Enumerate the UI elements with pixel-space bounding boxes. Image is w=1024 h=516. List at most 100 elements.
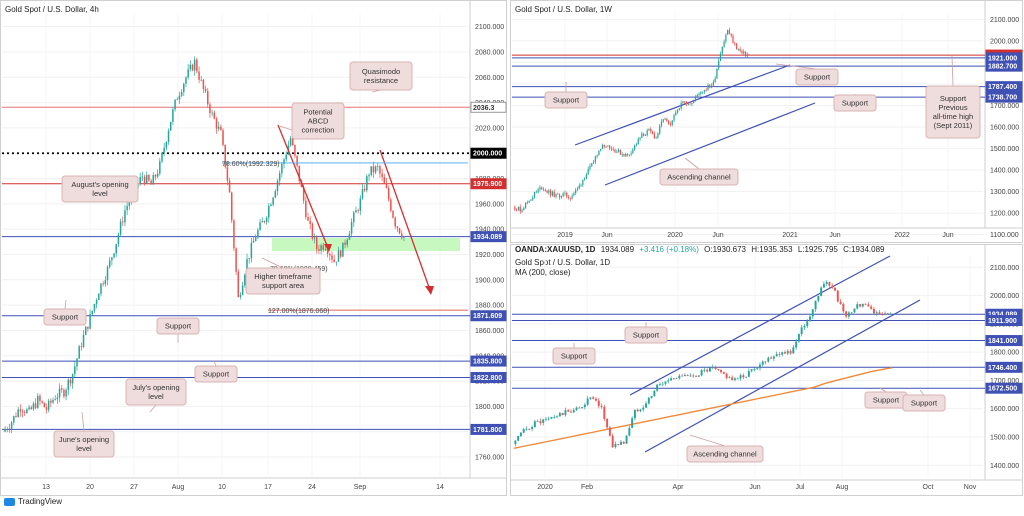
callout-box xyxy=(156,317,200,335)
candle-body xyxy=(82,334,85,347)
candle-body xyxy=(750,369,753,372)
candle-body xyxy=(281,163,283,174)
candle-body xyxy=(174,99,176,110)
candle-body xyxy=(734,42,736,44)
candle-body xyxy=(795,341,798,348)
y-tick-label: 1400.000 xyxy=(990,463,1019,470)
candle-body xyxy=(701,91,704,93)
candle-body xyxy=(727,29,729,35)
candle-body xyxy=(817,295,820,301)
candle-body xyxy=(696,95,698,97)
candle-body xyxy=(320,245,322,251)
candle-body xyxy=(742,375,745,378)
candle-body xyxy=(739,375,742,379)
candle-body xyxy=(67,379,70,390)
price-tag-label: 1934.089 xyxy=(473,234,502,241)
candle-body xyxy=(603,407,606,419)
candle-body xyxy=(517,435,520,441)
candle-body xyxy=(717,369,720,370)
candle-body xyxy=(333,259,335,262)
candle-body xyxy=(576,188,579,191)
ohlc-close: 1934.089 xyxy=(851,245,885,254)
candle-body xyxy=(572,410,575,413)
callout-label: support area xyxy=(262,281,305,290)
candle-body xyxy=(660,121,663,126)
candle-body xyxy=(521,209,523,212)
candle-body xyxy=(558,194,561,198)
y-tick-label: 1960.000 xyxy=(475,201,504,208)
candle-body xyxy=(553,191,555,197)
candle-body xyxy=(597,400,600,406)
candle-body xyxy=(126,205,128,211)
callout-label: Quasimodo xyxy=(362,67,400,76)
candle-body xyxy=(744,51,747,57)
candle-body xyxy=(550,190,552,196)
candle-body xyxy=(104,280,107,285)
candle-body xyxy=(100,283,102,294)
panel-frame xyxy=(510,244,1023,496)
candle-body xyxy=(285,154,287,160)
candle-body xyxy=(884,313,887,315)
candle-body xyxy=(811,309,814,317)
candle-body xyxy=(337,250,340,262)
brand-name: TradingView xyxy=(18,497,63,506)
callout-pointer xyxy=(684,157,700,170)
candle-body xyxy=(828,282,831,286)
candle-body xyxy=(573,193,575,196)
price-tag-label: 1841.000 xyxy=(988,338,1017,345)
candle-body xyxy=(612,149,614,150)
candle-body xyxy=(313,237,316,239)
candle-body xyxy=(778,354,781,355)
candle-body xyxy=(213,112,216,119)
callout-label: level xyxy=(76,444,92,453)
callout-box xyxy=(659,168,739,186)
candle-body xyxy=(180,92,183,96)
candle-body xyxy=(864,303,867,305)
y-tick-label: 1500.000 xyxy=(990,434,1019,441)
candle-body xyxy=(71,374,74,384)
ma200-line xyxy=(513,367,893,449)
candle-body xyxy=(322,245,325,250)
candle-body xyxy=(84,326,87,335)
candle-body xyxy=(283,159,285,164)
candle-body xyxy=(625,153,627,157)
candle-body xyxy=(163,147,165,153)
higher-timeframe-support-zone xyxy=(272,238,460,251)
callout-box xyxy=(349,61,413,91)
callout-label: Support xyxy=(52,313,79,322)
callout-label: Potential xyxy=(303,108,333,117)
candle-body xyxy=(539,187,541,190)
panel-title: Gold Spot / U.S. Dollar, 4h xyxy=(5,5,99,14)
candle-body xyxy=(672,378,675,380)
candle-body xyxy=(535,191,537,193)
callout-pointer xyxy=(81,411,85,432)
tradingview-logo[interactable]: TradingView xyxy=(4,497,62,506)
candle-body xyxy=(600,148,602,151)
candle-body xyxy=(681,375,684,377)
price-tag-label: 1787.400 xyxy=(988,84,1017,91)
symbol-label: OANDA:XAUUSD, 1D 1934.089 +3.416 (+0.18%… xyxy=(515,245,885,254)
candle-body xyxy=(516,209,518,211)
candle-body xyxy=(745,376,748,378)
price-tag-label: 1882.700 xyxy=(988,64,1017,71)
candle-body xyxy=(141,176,144,178)
candle-body xyxy=(8,428,11,430)
price-tag xyxy=(470,310,507,322)
candle-body xyxy=(743,51,745,54)
price-tag xyxy=(470,355,507,367)
candle-body xyxy=(45,407,48,410)
candle-body xyxy=(676,109,679,113)
candle-body xyxy=(145,175,148,184)
price-tag xyxy=(985,91,1023,103)
candle-body xyxy=(784,352,786,354)
x-tick-label: Feb xyxy=(581,484,593,491)
ohlc-low: 1925.795 xyxy=(804,245,838,254)
y-tick-label: 2100.000 xyxy=(990,265,1019,272)
candle-body xyxy=(853,308,856,313)
callout-box xyxy=(925,85,981,139)
callout-box xyxy=(245,267,321,295)
candle-body xyxy=(93,303,96,311)
candle-body xyxy=(270,204,272,207)
candle-body xyxy=(259,222,261,230)
